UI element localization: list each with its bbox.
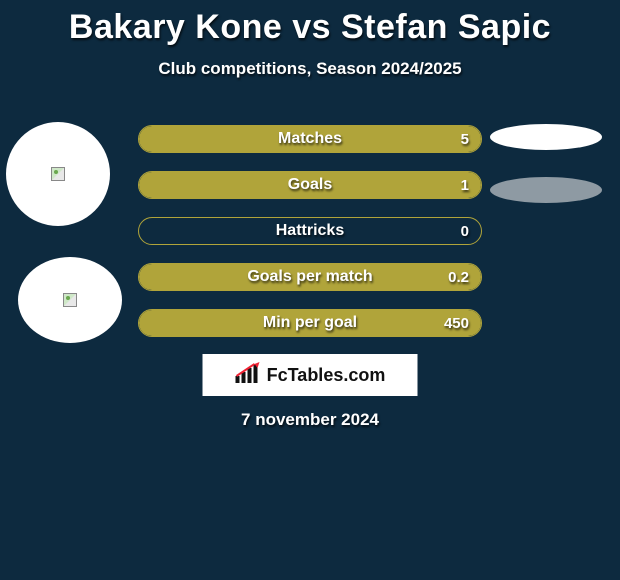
broken-image-icon: [51, 167, 65, 181]
bar-value: 0: [461, 218, 469, 244]
brand-box[interactable]: FcTables.com: [203, 354, 418, 396]
subtitle: Club competitions, Season 2024/2025: [0, 59, 620, 79]
bar-fill: [139, 310, 481, 336]
stats-bars: Matches 5 Goals 1 Hattricks 0 Goals per …: [138, 125, 482, 355]
page-title: Bakary Kone vs Stefan Sapic: [0, 0, 620, 47]
bar-fill: [139, 172, 481, 198]
bar-fill: [139, 126, 481, 152]
broken-image-icon: [63, 293, 77, 307]
bar-goals: Goals 1: [138, 171, 482, 199]
avatar-player-2: [18, 257, 122, 343]
bar-fill: [139, 264, 481, 290]
bar-label: Hattricks: [139, 218, 481, 244]
brand-logo-icon: [235, 362, 261, 389]
avatar-player-1: [6, 122, 110, 226]
bar-goals-per-match: Goals per match 0.2: [138, 263, 482, 291]
bar-min-per-goal: Min per goal 450: [138, 309, 482, 337]
date-stamp: 7 november 2024: [0, 410, 620, 430]
bar-hattricks: Hattricks 0: [138, 217, 482, 245]
ellipse-1: [490, 124, 602, 150]
ellipse-2: [490, 177, 602, 203]
bar-matches: Matches 5: [138, 125, 482, 153]
brand-text: FcTables.com: [267, 365, 386, 386]
